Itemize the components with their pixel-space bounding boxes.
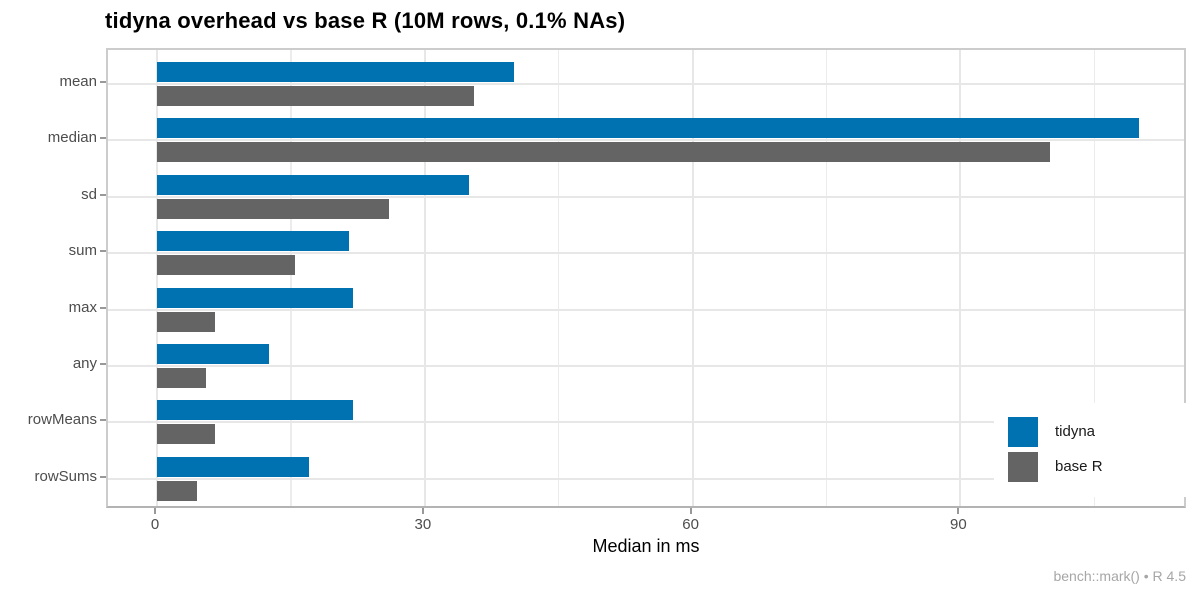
caption: bench::mark() • R 4.5 xyxy=(1053,568,1186,584)
legend-swatch xyxy=(1008,452,1038,482)
category-gridline xyxy=(108,195,1184,198)
minor-gridline xyxy=(290,50,292,506)
plot-panel: tidyna base R xyxy=(106,48,1188,508)
category-gridline xyxy=(108,139,1184,142)
major-gridline xyxy=(423,50,426,506)
bar-tidyna-rowMeans xyxy=(157,400,354,421)
bar-base-R-any xyxy=(157,368,207,388)
bar-tidyna-sd xyxy=(157,174,470,195)
category-gridline xyxy=(108,365,1184,367)
x-tick-label: 90 xyxy=(950,516,967,533)
y-tick-label: any xyxy=(72,355,97,372)
y-tick-mark xyxy=(100,193,106,196)
x-tick-mark xyxy=(689,508,692,514)
bar-base-R-mean xyxy=(157,86,474,106)
y-tick-mark xyxy=(100,363,106,365)
x-tick-mark xyxy=(421,508,424,514)
bar-tidyna-rowSums xyxy=(157,456,309,477)
y-tick-mark xyxy=(100,250,106,253)
minor-gridline xyxy=(557,50,560,506)
bar-tidyna-max xyxy=(157,287,354,308)
y-tick-label: median xyxy=(47,129,97,147)
legend-swatch xyxy=(1008,417,1038,447)
bar-base-R-rowSums xyxy=(157,480,198,501)
y-tick-label: rowMeans xyxy=(27,411,97,429)
x-tick-label: 0 xyxy=(150,516,160,533)
bar-tidyna-any xyxy=(157,344,269,364)
bar-base-R-sd xyxy=(157,198,390,219)
bar-base-R-rowMeans xyxy=(157,424,216,445)
minor-gridline xyxy=(825,50,828,506)
x-tick-mark xyxy=(154,508,157,514)
major-gridline xyxy=(156,50,159,506)
legend-label: base R xyxy=(1055,458,1103,475)
x-axis-title: Median in ms xyxy=(592,536,700,556)
bar-tidyna-mean xyxy=(157,62,515,82)
legend-item: tidyna xyxy=(1008,417,1188,447)
category-gridline xyxy=(108,421,1184,424)
category-gridline xyxy=(108,83,1184,85)
category-gridline xyxy=(108,252,1184,255)
bar-tidyna-median xyxy=(157,118,1139,139)
major-gridline xyxy=(959,50,962,506)
legend-label: tidyna xyxy=(1055,423,1096,440)
chart-title: tidyna overhead vs base R (10M rows, 0.1… xyxy=(105,8,626,33)
x-tick-label: 30 xyxy=(414,516,432,533)
bar-tidyna-sum xyxy=(157,231,349,252)
y-tick-label: rowSums xyxy=(34,467,97,485)
minor-gridline xyxy=(1093,50,1096,506)
y-tick-mark xyxy=(100,306,106,309)
y-tick-label: mean xyxy=(59,73,97,90)
category-gridline xyxy=(108,477,1184,480)
y-tick-label: sum xyxy=(68,242,97,260)
y-tick-mark xyxy=(100,419,106,422)
bars-layer xyxy=(108,50,1184,506)
legend-item: base R xyxy=(1008,452,1188,482)
category-gridline xyxy=(108,308,1184,311)
bar-base-R-sum xyxy=(157,255,296,276)
y-tick-mark xyxy=(100,475,106,478)
y-tick-label: max xyxy=(68,298,97,316)
y-tick-mark xyxy=(100,81,106,83)
bar-base-R-median xyxy=(157,142,1050,163)
bar-base-R-max xyxy=(157,311,216,332)
y-tick-mark xyxy=(100,137,106,140)
x-tick-mark xyxy=(957,508,960,514)
x-tick-label: 60 xyxy=(682,516,699,533)
gridlines-layer xyxy=(108,50,1184,506)
legend: tidyna base R xyxy=(994,403,1188,497)
major-gridline xyxy=(691,50,694,506)
y-tick-label: sd xyxy=(81,185,97,203)
